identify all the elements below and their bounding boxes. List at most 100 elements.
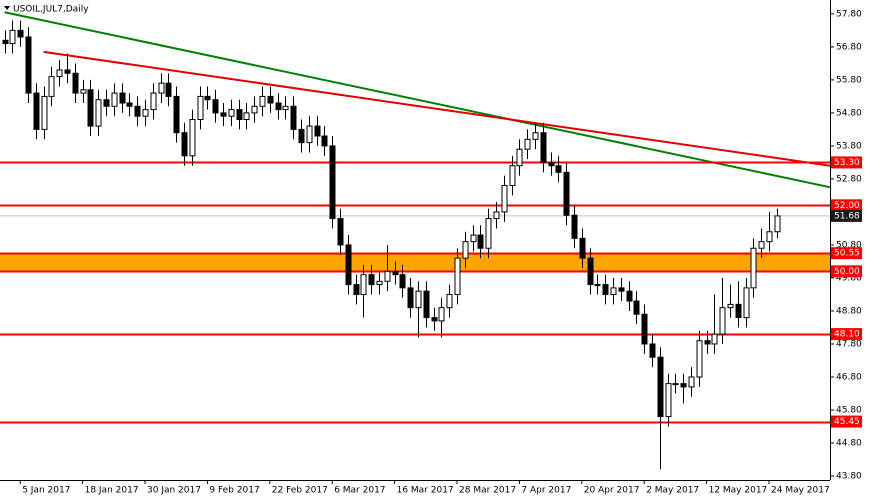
candle-body xyxy=(228,109,235,117)
candle-body xyxy=(532,132,539,140)
candle-body xyxy=(376,280,383,286)
y-tick-label: 48.80 xyxy=(836,306,862,316)
candle-body xyxy=(649,343,656,358)
y-tick-label: 55.80 xyxy=(836,75,862,85)
level-label-box xyxy=(831,328,862,341)
candle-body xyxy=(259,95,266,107)
y-tick-label: 46.80 xyxy=(836,373,862,383)
candle-body xyxy=(477,234,484,249)
candle-body xyxy=(454,257,461,295)
last-price-label: 51.68 xyxy=(834,211,860,221)
candle-body xyxy=(220,112,227,117)
candle-body xyxy=(735,303,742,319)
level-label: 50.55 xyxy=(834,249,860,259)
candle-body xyxy=(711,333,718,345)
level-label: 53.30 xyxy=(834,158,860,168)
candle-body xyxy=(548,161,555,167)
candle-body xyxy=(165,82,172,97)
candle-body xyxy=(399,274,406,289)
trendline xyxy=(4,11,831,189)
candle-body xyxy=(665,383,672,418)
candle-body xyxy=(80,89,87,94)
candle-body xyxy=(719,307,726,335)
candle-body xyxy=(485,218,492,249)
candle-body xyxy=(236,109,243,121)
candle-body xyxy=(509,165,516,187)
y-tick-label: 49.80 xyxy=(836,273,862,283)
candle-body xyxy=(501,185,508,213)
candle-body xyxy=(103,99,110,107)
candle-body xyxy=(743,287,750,319)
level-label-box xyxy=(831,199,862,212)
candle-body xyxy=(696,340,703,378)
y-tick-label: 56.80 xyxy=(836,42,862,52)
candle-body xyxy=(758,241,765,249)
support-zone xyxy=(0,253,830,272)
trendline xyxy=(43,50,830,167)
y-tick-label: 45.80 xyxy=(836,406,862,416)
candle-body xyxy=(766,231,773,243)
candle-body xyxy=(360,274,367,295)
candle-body xyxy=(321,135,328,147)
candle-body xyxy=(680,383,687,388)
candle-body xyxy=(204,95,211,101)
level-label: 50.00 xyxy=(834,267,860,277)
candle-body xyxy=(594,284,601,287)
y-tick-label: 43.80 xyxy=(836,472,862,482)
chart-title: USOIL,JUL7,Daily xyxy=(13,5,89,15)
candle-body xyxy=(470,234,477,243)
level-label-box xyxy=(831,265,862,278)
candle-body xyxy=(212,99,219,114)
candle-body xyxy=(602,284,609,295)
candle-body xyxy=(774,215,781,233)
candle-body xyxy=(415,290,422,309)
candle-body xyxy=(251,105,258,114)
x-tick-label: 5 Jan 2017 xyxy=(22,486,70,496)
candle-body xyxy=(431,317,438,322)
candle-body xyxy=(462,241,469,259)
x-tick-label: 24 May 2017 xyxy=(771,486,830,496)
candle-body xyxy=(314,125,321,137)
candle-body xyxy=(579,237,586,259)
candle-body xyxy=(337,218,344,246)
candle-body xyxy=(555,165,562,173)
candle-body xyxy=(688,376,695,388)
candle-body xyxy=(345,244,352,286)
level-label-box xyxy=(831,156,862,169)
candle-body xyxy=(618,287,625,292)
x-tick-label: 6 Mar 2017 xyxy=(334,486,385,496)
candle-body xyxy=(181,132,188,157)
candle-body xyxy=(2,39,9,45)
candle-body xyxy=(571,214,578,239)
title-arrow xyxy=(4,6,10,10)
candle-body xyxy=(438,307,445,322)
candle-body xyxy=(189,119,196,157)
x-tick-label: 28 Mar 2017 xyxy=(459,486,516,496)
candle-body xyxy=(126,102,133,107)
candle-body xyxy=(353,284,360,295)
candle-body xyxy=(64,69,71,74)
candle-body xyxy=(633,300,640,315)
candle-body xyxy=(493,211,500,220)
candle-body xyxy=(150,92,157,111)
candle-body xyxy=(197,95,204,121)
level-label-box xyxy=(831,415,862,428)
candle-body xyxy=(524,138,531,150)
plot xyxy=(0,11,831,470)
candle-body xyxy=(298,128,305,144)
candle-body xyxy=(329,145,336,220)
candle-body xyxy=(142,109,149,117)
candle-body xyxy=(173,95,180,134)
candle-body xyxy=(610,287,617,295)
candle-body xyxy=(87,89,94,127)
candle-body xyxy=(267,95,274,104)
candle-body xyxy=(72,72,79,94)
y-tick-label: 57.80 xyxy=(836,9,862,19)
x-tick-label: 22 Feb 2017 xyxy=(272,486,328,496)
level-label: 52.00 xyxy=(834,201,860,211)
candle-body xyxy=(33,92,40,130)
y-tick-label: 52.80 xyxy=(836,174,862,184)
candle-body xyxy=(119,92,126,104)
candle-body xyxy=(423,290,430,319)
